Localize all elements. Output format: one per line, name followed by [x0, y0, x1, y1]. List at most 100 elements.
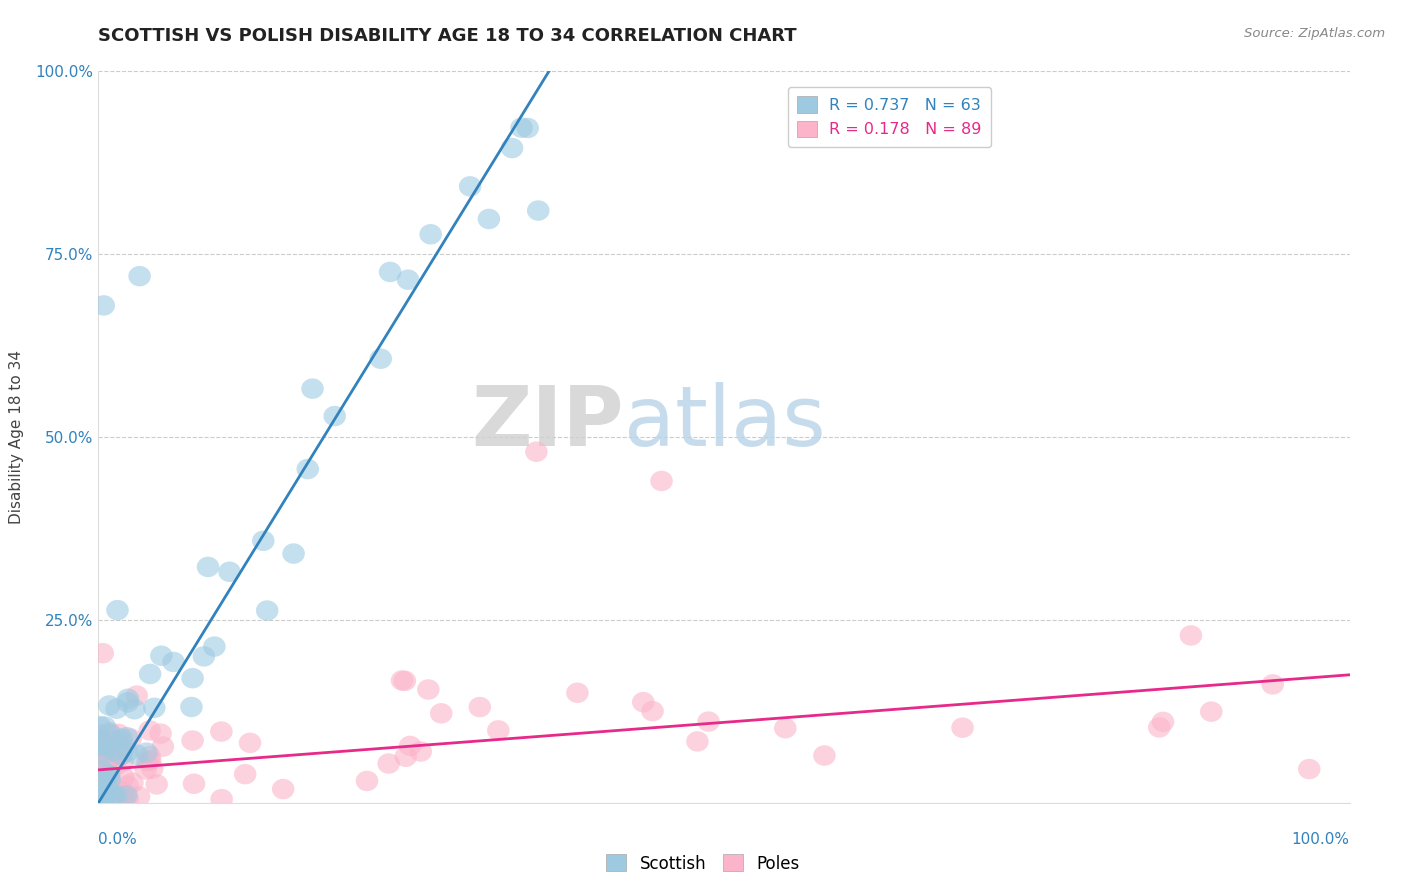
Ellipse shape: [111, 752, 134, 772]
Ellipse shape: [256, 600, 278, 621]
Ellipse shape: [89, 715, 111, 736]
Ellipse shape: [117, 789, 139, 809]
Ellipse shape: [93, 768, 115, 789]
Ellipse shape: [141, 758, 163, 779]
Ellipse shape: [93, 735, 115, 756]
Ellipse shape: [181, 731, 204, 751]
Ellipse shape: [91, 643, 114, 664]
Ellipse shape: [152, 736, 174, 756]
Ellipse shape: [104, 735, 127, 756]
Ellipse shape: [89, 785, 112, 805]
Ellipse shape: [135, 742, 157, 763]
Ellipse shape: [93, 740, 115, 761]
Ellipse shape: [128, 266, 150, 286]
Ellipse shape: [125, 685, 148, 706]
Ellipse shape: [458, 176, 481, 196]
Ellipse shape: [162, 652, 184, 673]
Ellipse shape: [323, 406, 346, 426]
Ellipse shape: [145, 774, 167, 795]
Ellipse shape: [180, 697, 202, 717]
Ellipse shape: [110, 745, 132, 765]
Ellipse shape: [138, 746, 160, 766]
Ellipse shape: [181, 668, 204, 689]
Ellipse shape: [271, 779, 294, 799]
Text: SCOTTISH VS POLISH DISABILITY AGE 18 TO 34 CORRELATION CHART: SCOTTISH VS POLISH DISABILITY AGE 18 TO …: [98, 27, 797, 45]
Ellipse shape: [90, 742, 114, 763]
Ellipse shape: [89, 783, 111, 804]
Ellipse shape: [128, 787, 150, 807]
Ellipse shape: [89, 724, 111, 745]
Ellipse shape: [107, 599, 129, 620]
Ellipse shape: [202, 636, 225, 657]
Ellipse shape: [150, 646, 173, 666]
Ellipse shape: [297, 458, 319, 479]
Ellipse shape: [183, 773, 205, 794]
Ellipse shape: [98, 723, 121, 744]
Ellipse shape: [93, 744, 115, 764]
Ellipse shape: [108, 731, 131, 751]
Ellipse shape: [567, 682, 589, 703]
Ellipse shape: [468, 697, 491, 717]
Ellipse shape: [370, 349, 392, 369]
Text: 100.0%: 100.0%: [1292, 832, 1350, 847]
Ellipse shape: [775, 718, 797, 739]
Ellipse shape: [96, 745, 118, 765]
Ellipse shape: [501, 138, 523, 158]
Ellipse shape: [93, 716, 115, 737]
Ellipse shape: [103, 739, 127, 760]
Ellipse shape: [378, 261, 401, 282]
Ellipse shape: [89, 785, 111, 805]
Ellipse shape: [399, 736, 422, 756]
Ellipse shape: [686, 731, 709, 752]
Ellipse shape: [110, 743, 132, 764]
Ellipse shape: [111, 739, 134, 760]
Ellipse shape: [89, 788, 111, 807]
Text: Source: ZipAtlas.com: Source: ZipAtlas.com: [1244, 27, 1385, 40]
Ellipse shape: [139, 750, 162, 771]
Ellipse shape: [94, 770, 117, 790]
Ellipse shape: [93, 785, 117, 805]
Ellipse shape: [1201, 701, 1223, 722]
Ellipse shape: [1180, 625, 1202, 646]
Ellipse shape: [103, 780, 125, 800]
Ellipse shape: [135, 759, 157, 780]
Ellipse shape: [89, 736, 111, 756]
Ellipse shape: [418, 680, 440, 699]
Ellipse shape: [239, 732, 262, 753]
Ellipse shape: [90, 770, 112, 790]
Legend: Scottish, Poles: Scottish, Poles: [600, 847, 806, 880]
Ellipse shape: [97, 750, 120, 771]
Ellipse shape: [97, 776, 120, 797]
Legend: R = 0.737   N = 63, R = 0.178   N = 89: R = 0.737 N = 63, R = 0.178 N = 89: [787, 87, 991, 147]
Ellipse shape: [193, 646, 215, 666]
Ellipse shape: [97, 777, 120, 797]
Ellipse shape: [149, 723, 172, 744]
Ellipse shape: [391, 670, 413, 690]
Ellipse shape: [90, 785, 112, 805]
Ellipse shape: [101, 740, 124, 761]
Ellipse shape: [117, 775, 139, 796]
Ellipse shape: [218, 562, 240, 582]
Ellipse shape: [197, 557, 219, 577]
Ellipse shape: [114, 738, 136, 758]
Ellipse shape: [111, 728, 134, 748]
Ellipse shape: [524, 442, 548, 462]
Ellipse shape: [1152, 712, 1174, 732]
Ellipse shape: [510, 118, 533, 138]
Ellipse shape: [93, 789, 115, 809]
Ellipse shape: [125, 745, 148, 765]
Ellipse shape: [1298, 759, 1320, 780]
Ellipse shape: [377, 754, 399, 773]
Text: ZIP: ZIP: [471, 382, 624, 463]
Ellipse shape: [486, 720, 509, 740]
Ellipse shape: [650, 471, 673, 491]
Ellipse shape: [419, 224, 441, 244]
Ellipse shape: [143, 698, 166, 718]
Ellipse shape: [94, 741, 117, 762]
Ellipse shape: [115, 785, 138, 805]
Ellipse shape: [91, 736, 114, 756]
Ellipse shape: [1147, 717, 1171, 738]
Ellipse shape: [110, 786, 132, 806]
Ellipse shape: [105, 698, 128, 719]
Ellipse shape: [478, 209, 501, 229]
